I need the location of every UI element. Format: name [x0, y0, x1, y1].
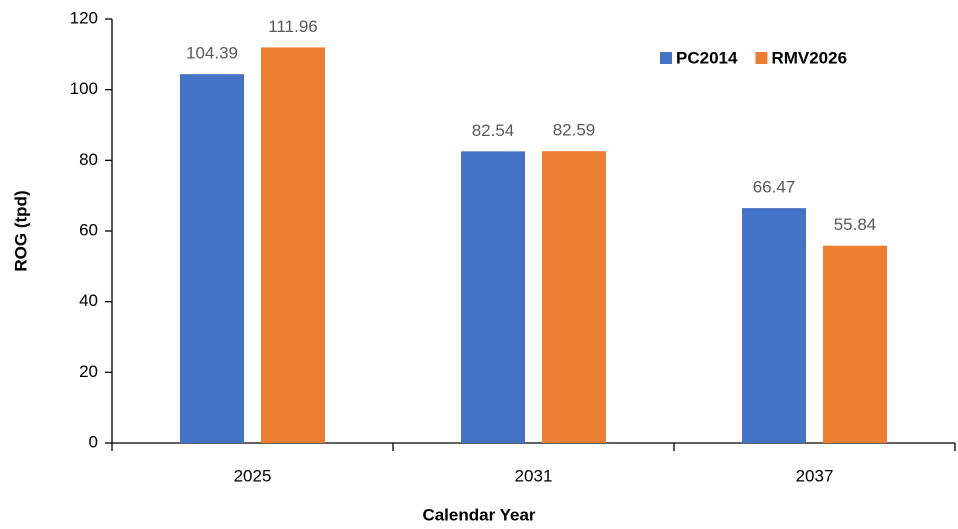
bar: [180, 74, 244, 443]
x-tick-label: 2037: [796, 466, 834, 485]
y-tick-label: 40: [79, 291, 98, 310]
legend-swatch: [660, 52, 672, 64]
bar: [542, 151, 606, 443]
legend-text: PC2014: [676, 48, 738, 67]
value-label: 82.59: [553, 121, 596, 140]
x-axis-title: Calendar Year: [422, 505, 535, 524]
legend-text: RMV2026: [771, 48, 847, 67]
bar: [742, 208, 806, 443]
y-tick-label: 20: [79, 362, 98, 381]
x-tick-label: 2025: [234, 466, 272, 485]
x-tick-label: 2031: [515, 466, 553, 485]
bar: [823, 245, 887, 443]
y-tick-label: 100: [70, 79, 98, 98]
bar: [461, 151, 525, 443]
bar: [261, 47, 325, 444]
value-label: 111.96: [268, 17, 317, 36]
y-axis-title: ROG (tpd): [11, 190, 30, 271]
y-tick-label: 60: [79, 220, 98, 239]
y-tick-label: 120: [70, 8, 98, 27]
value-label: 82.54: [472, 121, 515, 140]
value-label: 55.84: [834, 215, 877, 234]
y-tick-label: 0: [89, 432, 98, 451]
value-label: 104.39: [186, 44, 238, 63]
legend-swatch: [755, 52, 768, 64]
y-tick-label: 80: [79, 150, 98, 169]
value-label: 66.47: [753, 178, 796, 197]
